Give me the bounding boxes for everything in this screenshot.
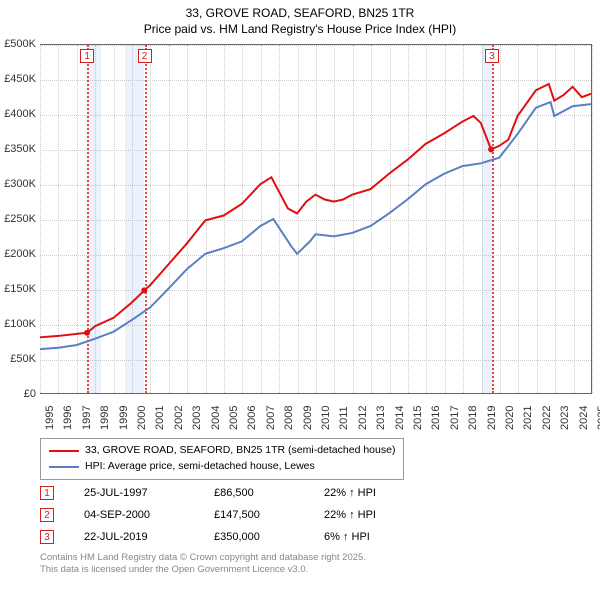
x-tick-label: 2016	[430, 406, 442, 430]
event-price: £350,000	[214, 531, 324, 543]
x-tick-label: 2017	[449, 406, 461, 430]
event-number-box: 1	[40, 486, 54, 500]
x-tick-label: 2003	[191, 406, 203, 430]
legend-swatch	[49, 450, 79, 452]
line-series-svg	[40, 45, 591, 393]
event-date: 25-JUL-1997	[84, 487, 214, 499]
x-tick-label: 2012	[357, 406, 369, 430]
legend: 33, GROVE ROAD, SEAFORD, BN25 1TR (semi-…	[40, 438, 404, 480]
x-axis-labels: 1995 1996 1997 1998 1999 2000 2001 2002 2003 2004…	[40, 398, 592, 438]
legend-swatch	[49, 466, 79, 468]
y-tick-label: £400K	[4, 108, 36, 120]
x-tick-label: 2011	[338, 406, 350, 430]
x-tick-label: 2007	[265, 406, 277, 430]
x-tick-label: 2023	[559, 406, 571, 430]
x-tick-label: 2010	[320, 406, 332, 430]
series-marker-dot	[488, 146, 494, 152]
x-tick-label: 2005	[228, 406, 240, 430]
event-delta: 22% ↑ HPI	[324, 487, 434, 499]
y-tick-label: £300K	[4, 178, 36, 190]
footer-line-1: Contains HM Land Registry data © Crown c…	[40, 552, 366, 564]
y-tick-label: £150K	[4, 283, 36, 295]
x-tick-label: 1995	[44, 406, 56, 430]
series-marker-dot	[84, 330, 90, 336]
x-tick-label: 2008	[283, 406, 295, 430]
y-tick-label: £200K	[4, 248, 36, 260]
x-tick-label: 2002	[173, 406, 185, 430]
legend-label: 33, GROVE ROAD, SEAFORD, BN25 1TR (semi-…	[85, 443, 395, 459]
x-tick-label: 2004	[210, 406, 222, 430]
x-tick-label: 2006	[246, 406, 258, 430]
event-price: £147,500	[214, 509, 324, 521]
x-tick-label: 1997	[81, 406, 93, 430]
x-tick-label: 1999	[118, 406, 130, 430]
event-date: 04-SEP-2000	[84, 509, 214, 521]
legend-label: HPI: Average price, semi-detached house,…	[85, 459, 315, 475]
event-row: 3 22-JUL-2019£350,0006% ↑ HPI	[40, 526, 434, 548]
series-line	[40, 84, 591, 337]
x-tick-label: 2021	[522, 406, 534, 430]
event-delta: 22% ↑ HPI	[324, 509, 434, 521]
y-tick-label: £0	[24, 388, 36, 400]
series-marker-dot	[141, 287, 147, 293]
event-price: £86,500	[214, 487, 324, 499]
event-number-box: 2	[40, 508, 54, 522]
y-tick-label: £500K	[4, 38, 36, 50]
plot-area: 123	[40, 44, 592, 394]
x-tick-label: 2014	[394, 406, 406, 430]
y-tick-label: £100K	[4, 318, 36, 330]
event-delta: 6% ↑ HPI	[324, 531, 434, 543]
x-tick-label: 2001	[154, 406, 166, 430]
footer-line-2: This data is licensed under the Open Gov…	[40, 564, 366, 576]
y-tick-label: £250K	[4, 213, 36, 225]
event-row: 1 25-JUL-1997£86,50022% ↑ HPI	[40, 482, 434, 504]
event-row: 2 04-SEP-2000£147,50022% ↑ HPI	[40, 504, 434, 526]
x-tick-label: 2015	[412, 406, 424, 430]
footer-attribution: Contains HM Land Registry data © Crown c…	[40, 552, 366, 577]
legend-item: 33, GROVE ROAD, SEAFORD, BN25 1TR (semi-…	[49, 443, 395, 459]
x-tick-label: 2020	[504, 406, 516, 430]
event-date: 22-JUL-2019	[84, 531, 214, 543]
legend-item: HPI: Average price, semi-detached house,…	[49, 459, 395, 475]
x-tick-label: 2022	[541, 406, 553, 430]
y-tick-label: £450K	[4, 73, 36, 85]
x-tick-label: 2000	[136, 406, 148, 430]
event-number-box: 3	[40, 530, 54, 544]
chart-subtitle: Price paid vs. HM Land Registry's House …	[0, 22, 600, 38]
x-tick-label: 2009	[302, 406, 314, 430]
x-tick-label: 2013	[375, 406, 387, 430]
y-axis-labels: £0£50K£100K£150K£200K£250K£300K£350K£400…	[0, 44, 38, 394]
x-tick-label: 2024	[578, 406, 590, 430]
y-tick-label: £50K	[10, 353, 36, 365]
gridline-vertical	[592, 45, 593, 393]
x-tick-label: 2018	[467, 406, 479, 430]
x-tick-label: 1998	[99, 406, 111, 430]
chart-title: 33, GROVE ROAD, SEAFORD, BN25 1TR	[0, 0, 600, 22]
y-tick-label: £350K	[4, 143, 36, 155]
x-tick-label: 2019	[486, 406, 498, 430]
chart-container: 33, GROVE ROAD, SEAFORD, BN25 1TR Price …	[0, 0, 600, 590]
events-table: 1 25-JUL-1997£86,50022% ↑ HPI 2 04-SEP-2000…	[40, 482, 434, 548]
x-tick-label: 2025	[596, 406, 600, 430]
x-tick-label: 1996	[62, 406, 74, 430]
